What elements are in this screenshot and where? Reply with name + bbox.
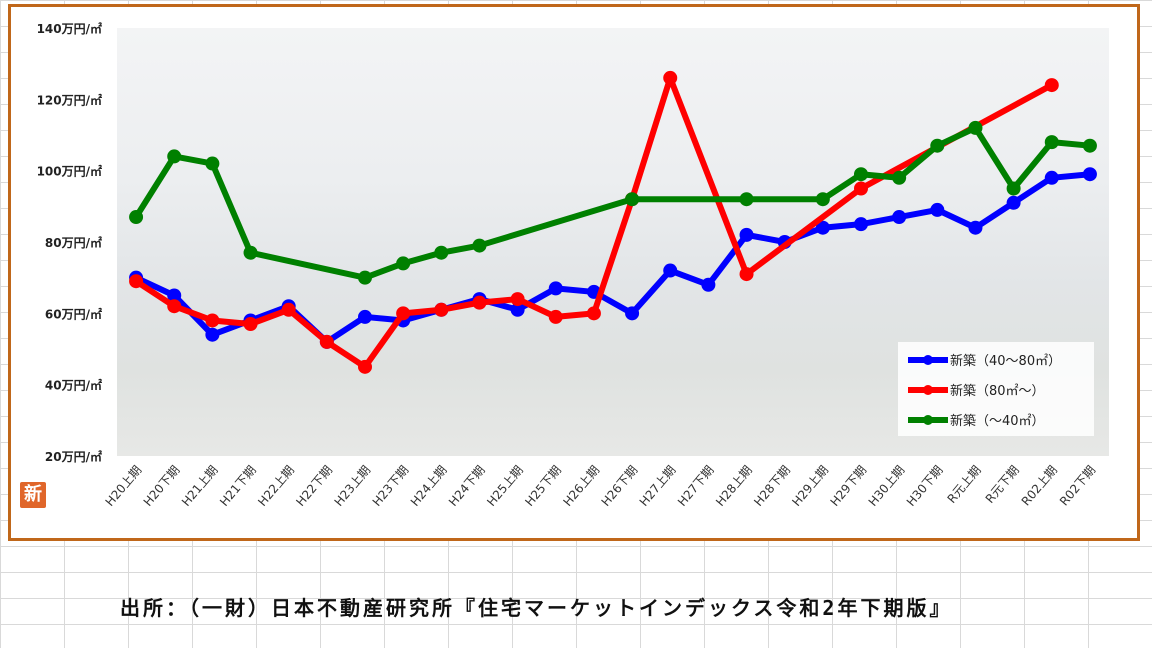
data-point — [930, 202, 945, 217]
data-point — [739, 267, 754, 282]
x-tick-label: H20上期 — [103, 463, 145, 509]
x-tick-label: H29下期 — [828, 463, 870, 509]
data-point — [586, 306, 601, 321]
data-point — [854, 167, 868, 182]
data-point — [1006, 181, 1021, 196]
data-point — [358, 309, 372, 324]
x-tick-label: H26上期 — [560, 463, 602, 509]
x-tick-label: H24下期 — [446, 463, 488, 509]
data-point — [434, 245, 449, 260]
x-tick-label: H22上期 — [255, 463, 297, 509]
legend-label: 新築（40～80㎡） — [950, 353, 1061, 369]
x-tick-label: R02下期 — [1057, 463, 1098, 508]
data-point — [892, 210, 907, 225]
x-tick-label: H20下期 — [141, 463, 183, 509]
x-tick-label: H22下期 — [293, 463, 335, 509]
legend-marker-1 — [923, 385, 933, 395]
new-badge: 新 — [20, 482, 46, 508]
data-point — [510, 302, 525, 317]
data-point — [968, 120, 983, 135]
data-point — [167, 288, 182, 303]
series-line-1 — [133, 74, 1055, 370]
legend-label: 新築（80㎡～） — [950, 383, 1045, 399]
x-tick-label: R02上期 — [1019, 463, 1060, 508]
legend-marker-2 — [923, 415, 933, 425]
y-tick-label: 80万円/㎡ — [45, 235, 102, 250]
data-point — [129, 274, 144, 289]
data-point — [396, 256, 411, 271]
data-point — [472, 238, 487, 253]
x-tick-label: H25下期 — [522, 463, 564, 509]
x-tick-label: H23上期 — [332, 463, 374, 509]
x-tick-label: H30下期 — [904, 463, 946, 509]
data-point — [701, 277, 716, 292]
x-tick-label: H27上期 — [637, 463, 679, 509]
data-point — [892, 170, 907, 185]
x-tick-label: H28上期 — [713, 463, 755, 509]
x-tick-label: H23下期 — [370, 463, 412, 509]
x-tick-label: H28下期 — [751, 463, 793, 509]
data-point — [548, 309, 563, 324]
data-point — [968, 220, 983, 235]
x-tick-label: H21下期 — [217, 463, 259, 509]
x-tick-label: H25上期 — [484, 463, 526, 509]
y-tick-label: 40万円/㎡ — [45, 378, 102, 393]
data-point — [739, 192, 754, 207]
data-point — [1006, 195, 1021, 210]
data-point — [205, 327, 220, 342]
y-tick-label: 100万円/㎡ — [37, 164, 102, 179]
data-point — [167, 299, 182, 314]
data-point — [663, 70, 678, 85]
data-point — [129, 210, 144, 225]
source-caption: 出所：（一財）日本不動産研究所『住宅マーケットインデックス令和2年下期版』 — [120, 596, 953, 620]
data-point — [625, 192, 640, 207]
data-point — [358, 359, 372, 374]
data-point — [548, 281, 563, 296]
data-point — [167, 149, 182, 164]
data-point — [319, 334, 334, 349]
data-point — [1044, 78, 1059, 93]
x-tick-label: R元上期 — [945, 463, 984, 506]
data-point — [1082, 167, 1097, 182]
data-point — [815, 192, 830, 207]
x-tick-label: H21上期 — [179, 463, 221, 509]
data-point — [281, 302, 296, 317]
data-point — [243, 245, 258, 260]
x-tick-label: R元下期 — [983, 463, 1022, 506]
x-tick-label: H24上期 — [408, 463, 450, 509]
x-tick-label: H27下期 — [675, 463, 717, 509]
x-tick-label: H26下期 — [599, 463, 641, 509]
y-tick-label: 20万円/㎡ — [45, 449, 102, 464]
data-point — [243, 317, 258, 332]
x-tick-label: H30上期 — [866, 463, 908, 509]
data-point — [510, 292, 525, 307]
data-point — [625, 306, 640, 321]
legend-label: 新築（～40㎡） — [950, 413, 1045, 429]
data-point — [434, 302, 449, 317]
x-tick-label: H29上期 — [789, 463, 831, 509]
data-point — [663, 263, 678, 278]
data-point — [1044, 170, 1059, 185]
data-point — [205, 156, 220, 171]
data-point — [358, 270, 372, 285]
data-point — [930, 138, 945, 153]
data-point — [815, 220, 830, 235]
data-point — [472, 295, 487, 310]
data-point — [1082, 138, 1097, 153]
series-line-2 — [133, 124, 1093, 281]
data-point — [1044, 135, 1059, 150]
data-point — [396, 306, 411, 321]
y-tick-label: 60万円/㎡ — [45, 306, 102, 321]
legend-marker-0 — [923, 355, 933, 365]
data-point — [739, 227, 754, 242]
y-tick-label: 120万円/㎡ — [37, 92, 102, 107]
data-point — [854, 217, 868, 232]
y-tick-label: 140万円/㎡ — [37, 21, 102, 36]
data-point — [205, 313, 220, 328]
data-point — [854, 181, 868, 196]
